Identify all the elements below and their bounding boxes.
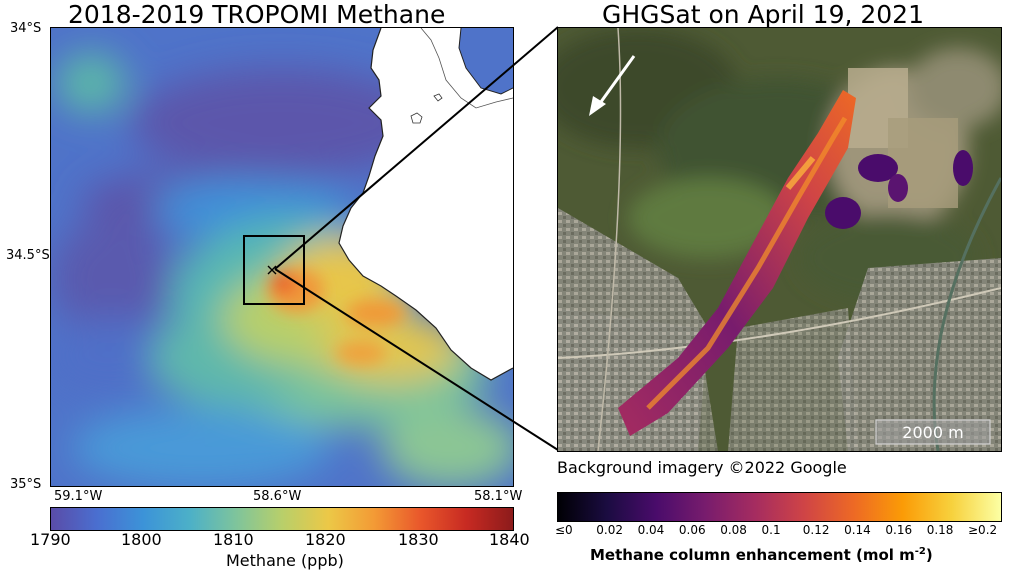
scale-bar-box <box>875 419 991 445</box>
right-cbar-tick-10: ≥0.2 <box>968 523 998 537</box>
left-cbar-tick-1830: 1830 <box>398 530 439 549</box>
imagery-credit: Background imagery ©2022 Google <box>557 458 847 477</box>
coastline <box>338 28 513 381</box>
lon-tick-58-1w: 58.1°W <box>474 489 523 504</box>
methane-plume <box>618 90 973 436</box>
right-cbar-label-main: Methane column enhancement (mol m <box>590 546 915 564</box>
wind-direction-arrow <box>589 55 636 116</box>
right-cbar-tick-3: 0.06 <box>678 523 706 537</box>
zoom-region-box <box>243 235 305 305</box>
lon-tick-58-6w: 58.6°W <box>253 489 302 504</box>
right-cbar-label: Methane column enhancement (mol m-2) <box>590 546 933 564</box>
right-cbar-tick-4: 0.08 <box>720 523 747 537</box>
ghgsat-image-svg <box>558 28 1001 451</box>
right-cbar-tick-0: ≤0 <box>555 523 573 537</box>
right-cbar-label-sup: -2 <box>914 546 926 557</box>
left-cbar-label: Methane (ppb) <box>226 551 344 570</box>
left-cbar-tick-1840: 1840 <box>489 530 530 549</box>
right-cbar-tick-2: 0.04 <box>637 523 665 537</box>
lat-tick-34-5s: 34.5°S <box>6 248 50 263</box>
left-cbar-tick-1810: 1810 <box>213 530 254 549</box>
scale-bar-label: 2000 m <box>902 423 964 442</box>
tropomi-colorbar <box>50 507 514 531</box>
right-cbar-tick-6: 0.12 <box>802 523 830 537</box>
left-cbar-tick-1790: 1790 <box>30 530 71 549</box>
right-cbar-label-end: ) <box>925 546 933 564</box>
lat-tick-35s: 35°S <box>10 477 42 492</box>
tropomi-map-svg <box>51 28 513 486</box>
right-cbar-tick-8: 0.16 <box>885 523 913 537</box>
rio-de-la-plata-water <box>339 28 513 380</box>
left-cbar-tick-1800: 1800 <box>121 530 162 549</box>
landfill-marker <box>267 265 277 275</box>
ghgsat-plume-image: 2000 m <box>557 27 1002 452</box>
lat-tick-34s: 34°S <box>10 21 42 36</box>
left-panel-title: 2018-2019 TROPOMI Methane <box>68 0 446 29</box>
right-cbar-tick-9: 0.18 <box>926 523 954 537</box>
ghgsat-colorbar <box>557 492 1002 522</box>
lon-tick-59-1w: 59.1°W <box>54 489 103 504</box>
right-cbar-tick-1: 0.02 <box>596 523 624 537</box>
right-panel-title: GHGSat on April 19, 2021 <box>602 0 924 29</box>
left-cbar-tick-1820: 1820 <box>305 530 346 549</box>
right-cbar-tick-7: 0.14 <box>844 523 871 537</box>
right-cbar-tick-5: 0.1 <box>761 523 781 537</box>
tropomi-methane-map <box>50 27 514 487</box>
